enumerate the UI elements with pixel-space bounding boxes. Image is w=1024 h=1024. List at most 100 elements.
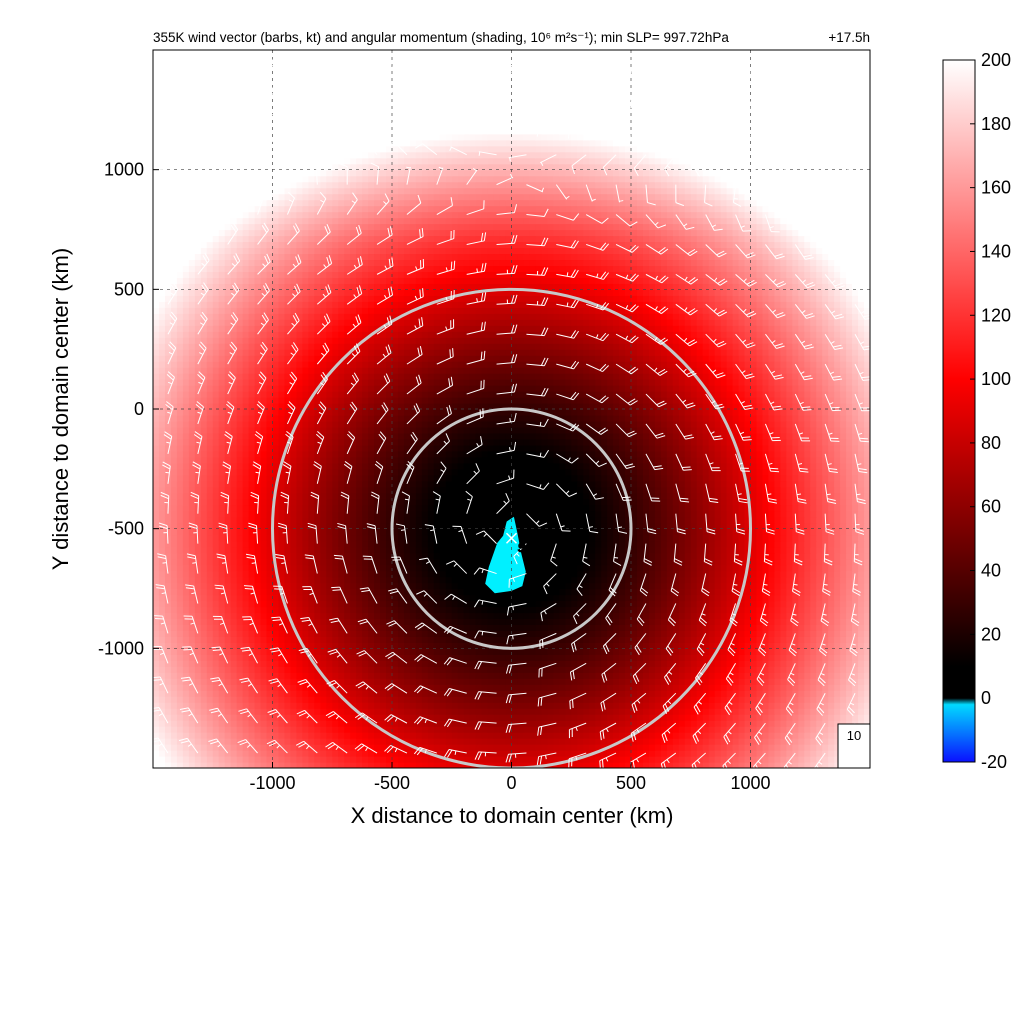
shading-cell bbox=[774, 762, 781, 768]
shading-cell bbox=[230, 600, 238, 608]
shading-cell bbox=[380, 744, 387, 751]
shading-cell bbox=[314, 528, 321, 536]
shading-cell bbox=[397, 732, 405, 739]
shading-cell bbox=[427, 708, 435, 715]
shading-cell bbox=[469, 618, 477, 625]
shading-cell bbox=[176, 552, 184, 560]
shading-cell bbox=[386, 600, 393, 608]
shading-cell bbox=[636, 654, 644, 661]
shading-cell bbox=[164, 732, 172, 739]
shading-cell bbox=[308, 672, 315, 679]
shading-cell bbox=[451, 516, 459, 524]
shading-cell bbox=[164, 606, 172, 614]
shading-cell bbox=[427, 696, 435, 703]
shading-cell bbox=[230, 528, 238, 536]
shading-cell bbox=[756, 528, 764, 536]
shading-cell bbox=[362, 564, 369, 572]
shading-cell bbox=[810, 588, 817, 596]
shading-cell bbox=[547, 600, 554, 608]
shading-cell bbox=[248, 630, 256, 637]
shading-cell bbox=[636, 630, 644, 637]
shading-cell bbox=[613, 594, 620, 602]
shading-cell bbox=[457, 672, 465, 679]
shading-cell bbox=[433, 612, 441, 620]
shading-cell bbox=[834, 762, 841, 768]
shading-cell bbox=[272, 708, 280, 715]
shading-cell bbox=[224, 534, 232, 542]
shading-cell bbox=[188, 666, 196, 673]
shading-cell bbox=[344, 714, 351, 721]
shading-cell bbox=[457, 714, 465, 721]
shading-cell bbox=[648, 564, 656, 572]
shading-cell bbox=[613, 618, 620, 625]
shading-cell bbox=[738, 636, 746, 643]
shading-cell bbox=[768, 702, 775, 709]
shading-cell bbox=[338, 762, 345, 768]
shading-cell bbox=[218, 750, 226, 757]
shading-cell bbox=[272, 672, 280, 679]
shading-cell bbox=[642, 642, 650, 649]
shading-cell bbox=[338, 600, 345, 608]
shading-cell bbox=[726, 672, 734, 679]
shading-cell bbox=[547, 684, 554, 691]
shading-cell bbox=[362, 594, 369, 602]
shading-cell bbox=[858, 684, 865, 691]
shading-cell bbox=[499, 600, 507, 608]
shading-cell bbox=[642, 654, 650, 661]
shading-cell bbox=[678, 540, 686, 548]
shading-cell bbox=[469, 696, 477, 703]
shading-cell bbox=[344, 654, 351, 661]
shading-cell bbox=[206, 594, 214, 602]
shading-cell bbox=[547, 642, 554, 649]
shading-cell bbox=[380, 534, 387, 542]
shading-cell bbox=[822, 606, 829, 614]
shading-cell bbox=[607, 672, 614, 679]
shading-cell bbox=[392, 660, 399, 667]
shading-cell bbox=[374, 576, 381, 584]
shading-cell bbox=[451, 552, 459, 560]
shading-cell bbox=[386, 648, 393, 655]
shading-cell bbox=[170, 564, 178, 572]
shading-cell bbox=[559, 546, 566, 554]
shading-cell bbox=[720, 714, 728, 721]
shading-cell bbox=[684, 606, 692, 614]
shading-cell bbox=[338, 630, 345, 637]
shading-cell bbox=[756, 588, 764, 596]
shading-cell bbox=[678, 576, 686, 584]
shading-cell bbox=[595, 618, 602, 625]
shading-cell bbox=[224, 738, 232, 745]
shading-cell bbox=[392, 654, 399, 661]
shading-cell bbox=[786, 522, 793, 530]
shading-cell bbox=[481, 606, 489, 614]
shading-cell bbox=[768, 648, 775, 655]
shading-cell bbox=[427, 738, 435, 745]
shading-cell bbox=[194, 762, 202, 768]
shading-cell bbox=[344, 756, 351, 763]
shading-cell bbox=[158, 714, 166, 721]
shading-cell bbox=[296, 702, 303, 709]
shading-cell bbox=[392, 528, 399, 536]
shading-cell bbox=[230, 588, 238, 596]
shading-cell bbox=[619, 624, 626, 631]
shading-cell bbox=[487, 678, 495, 685]
shading-cell bbox=[744, 570, 752, 578]
shading-cell bbox=[702, 702, 710, 709]
shading-cell bbox=[714, 558, 722, 566]
shading-cell bbox=[834, 714, 841, 721]
shading-cell bbox=[648, 678, 656, 685]
shading-cell bbox=[409, 576, 417, 584]
shading-cell bbox=[780, 564, 787, 572]
shading-cell bbox=[296, 720, 303, 727]
shading-cell bbox=[738, 756, 746, 763]
shading-cell bbox=[188, 516, 196, 524]
shading-cell bbox=[439, 672, 447, 679]
shading-cell bbox=[780, 522, 787, 530]
shading-cell bbox=[469, 582, 477, 590]
shading-cell bbox=[577, 654, 584, 661]
shading-cell bbox=[445, 666, 453, 673]
shading-cell bbox=[804, 576, 811, 584]
shading-cell bbox=[356, 636, 363, 643]
shading-cell bbox=[523, 576, 531, 584]
shading-cell bbox=[864, 606, 870, 614]
shading-cell bbox=[529, 618, 536, 625]
